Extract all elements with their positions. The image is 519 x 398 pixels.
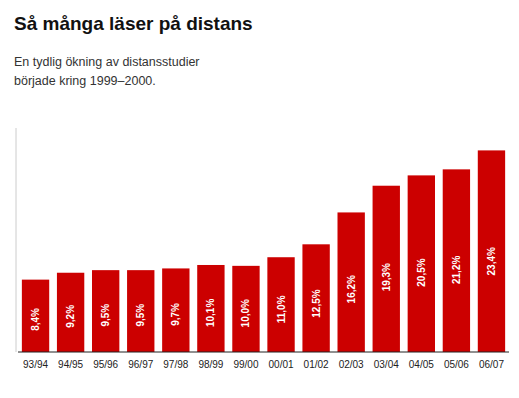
- x-tick-label: 93/94: [23, 359, 48, 370]
- x-tick-label: 04/05: [409, 359, 434, 370]
- x-tick-label: 00/01: [269, 359, 294, 370]
- x-tick-label: 01/02: [304, 359, 329, 370]
- data-label: 23,4%: [486, 247, 497, 275]
- data-label: 10,1%: [205, 299, 216, 327]
- data-label: 12,5%: [311, 289, 322, 317]
- bar: [232, 266, 259, 352]
- x-ticks: 93/94 94/95 95/96 96/97 97/98 98/99 99/00 00/01…: [23, 359, 504, 370]
- bar: [162, 268, 189, 352]
- data-label: 10,0%: [240, 299, 251, 327]
- x-tick-label: 98/99: [198, 359, 223, 370]
- x-tick-label: 06/07: [479, 359, 504, 370]
- subtitle-line: En tydlig ökning av distansstudier: [14, 55, 200, 69]
- x-tick-label: 03/04: [374, 359, 399, 370]
- x-tick-label: 99/00: [233, 359, 258, 370]
- bars: [22, 150, 505, 352]
- y-axis-line: [16, 128, 17, 352]
- data-label: 16,2%: [346, 275, 357, 303]
- bar: [127, 270, 154, 352]
- bar: [338, 212, 365, 352]
- data-labels: 8,4% 9,2% 9,5% 9,5% 9,7% 10,1% 10,0% 11,0% 12,5%…: [30, 247, 497, 331]
- subtitle-line: började kring 1999–2000.: [14, 74, 156, 88]
- chart-container: Så många läser på distans En tydlig öknin…: [0, 0, 519, 398]
- data-label: 9,7%: [170, 303, 181, 326]
- x-tick-label: 94/95: [58, 359, 83, 370]
- bar: [302, 244, 329, 352]
- data-label: 9,2%: [65, 305, 76, 328]
- x-tick-label: 97/98: [163, 359, 188, 370]
- data-label: 19,3%: [381, 263, 392, 291]
- bar: [443, 169, 470, 352]
- x-tick-label: 96/97: [128, 359, 153, 370]
- x-tick-label: 05/06: [444, 359, 469, 370]
- x-tick-label: 02/03: [339, 359, 364, 370]
- bar: [92, 270, 119, 352]
- subtitle: En tydlig ökning av distansstudier börjad…: [14, 55, 200, 88]
- data-label: 21,2%: [451, 256, 462, 284]
- bar: [197, 265, 224, 352]
- bar: [22, 280, 49, 352]
- data-label: 9,5%: [100, 304, 111, 327]
- bar: [267, 257, 294, 352]
- bar: [408, 175, 435, 352]
- data-label: 8,4%: [30, 308, 41, 331]
- title: Så många läser på distans: [14, 13, 253, 34]
- bar: [478, 150, 505, 352]
- bar: [57, 273, 84, 352]
- chart-svg: Så många läser på distans En tydlig öknin…: [0, 0, 519, 398]
- data-label: 9,5%: [135, 304, 146, 327]
- x-tick-label: 95/96: [93, 359, 118, 370]
- bar: [373, 186, 400, 352]
- data-label: 11,0%: [276, 295, 287, 323]
- data-label: 20,5%: [416, 258, 427, 286]
- x-axis-line: [18, 351, 509, 352]
